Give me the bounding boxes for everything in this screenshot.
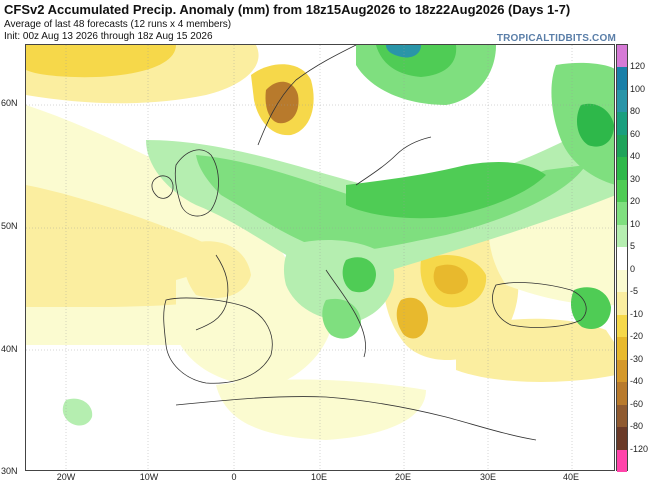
colorbar-label: -80 (630, 421, 644, 432)
precip-anomaly-map (25, 44, 615, 471)
colorbar-label: 60 (630, 128, 641, 139)
dry-region-norway-core (265, 81, 299, 124)
colorbar-label: 120 (630, 61, 646, 72)
colorbar-segment (617, 404, 627, 428)
colorbar-label: 100 (630, 83, 646, 94)
lat-label-50n: 50N (1, 221, 18, 231)
wet-region-italy (322, 298, 361, 339)
map-subtitle-forecast-average: Average of last 48 forecasts (12 runs x … (4, 19, 232, 30)
coastline-baltic (355, 136, 432, 186)
lat-label-40n: 40N (1, 344, 18, 354)
anomaly-fields (26, 45, 614, 440)
dry-region-west-balkans (396, 297, 428, 339)
lon-label-40e: 40E (562, 472, 580, 482)
colorbar-label: -5 (630, 286, 639, 297)
lon-label-20e: 20E (394, 472, 412, 482)
colorbar-label: 5 (630, 241, 636, 252)
colorbar-label: 0 (630, 263, 636, 274)
colorbar-label: 20 (630, 196, 641, 207)
coastline-iberia (163, 297, 273, 384)
colorbar-segment (617, 337, 627, 361)
lon-label-10w: 10W (139, 472, 159, 482)
colorbar-segment (617, 134, 627, 158)
colorbar-segment (617, 269, 627, 293)
colorbar-segment (617, 89, 627, 113)
colorbar (616, 44, 628, 473)
brand-watermark: TROPICALTIDBITS.COM (496, 33, 616, 44)
lon-label-0: 0 (231, 472, 237, 482)
dry-region-romania-core (433, 264, 468, 295)
coastline-france-biscay (195, 254, 229, 331)
colorbar-segment (617, 449, 627, 473)
wet-band-baltic (346, 162, 546, 219)
lat-label-60n: 60N (1, 98, 18, 108)
colorbar-label: -120 (630, 443, 649, 454)
wet-region-norway-peak (386, 45, 421, 58)
coastline-north-africa (175, 396, 537, 441)
lat-label-30n: 30N (1, 466, 18, 476)
colorbar-label: 30 (630, 173, 641, 184)
colorbar-segment (617, 314, 627, 338)
coastline-norway (257, 45, 357, 146)
colorbar-segment (617, 382, 627, 406)
wet-region-adriatic (342, 257, 376, 293)
coastline-italy (325, 269, 366, 358)
wet-region-caucasus (570, 287, 611, 329)
coastline-uk (174, 149, 219, 217)
colorbar-segment (617, 427, 627, 451)
wet-region-russia-core (576, 103, 614, 147)
map-canvas (26, 45, 614, 470)
dry-region-north-atlantic-core (26, 45, 176, 78)
colorbar-label: -40 (630, 376, 644, 387)
colorbar-segment (617, 112, 627, 136)
colorbar-segment (617, 202, 627, 226)
wet-region-atlantic (62, 398, 93, 426)
map-title: CFSv2 Accumulated Precip. Anomaly (mm) f… (4, 2, 571, 17)
colorbar-label: 40 (630, 151, 641, 162)
coastlines (151, 45, 587, 441)
graticule (26, 45, 614, 470)
map-subtitle-init-time: Init: 00z Aug 13 2026 through 18z Aug 15… (4, 31, 213, 42)
colorbar-label: -30 (630, 353, 644, 364)
coastline-ireland (151, 175, 174, 199)
colorbar-segment (617, 179, 627, 203)
colorbar-segment (617, 157, 627, 181)
colorbar-segment (617, 247, 627, 271)
lon-label-10e: 10E (310, 472, 328, 482)
lon-label-30e: 30E (479, 472, 497, 482)
colorbar-label: 80 (630, 106, 641, 117)
colorbar-label: -10 (630, 308, 644, 319)
colorbar-label: -20 (630, 331, 644, 342)
dry-region-north-africa (216, 379, 426, 440)
colorbar-label: -60 (630, 398, 644, 409)
colorbar-segment (617, 359, 627, 383)
colorbar-segment (617, 224, 627, 248)
colorbar-segment (617, 45, 627, 68)
colorbar-segment (617, 67, 627, 91)
dry-region-turkey (456, 318, 614, 382)
colorbar-label: 10 (630, 218, 641, 229)
colorbar-segment (617, 292, 627, 316)
coastline-black-sea (492, 282, 587, 328)
lon-label-20w: 20W (56, 472, 76, 482)
